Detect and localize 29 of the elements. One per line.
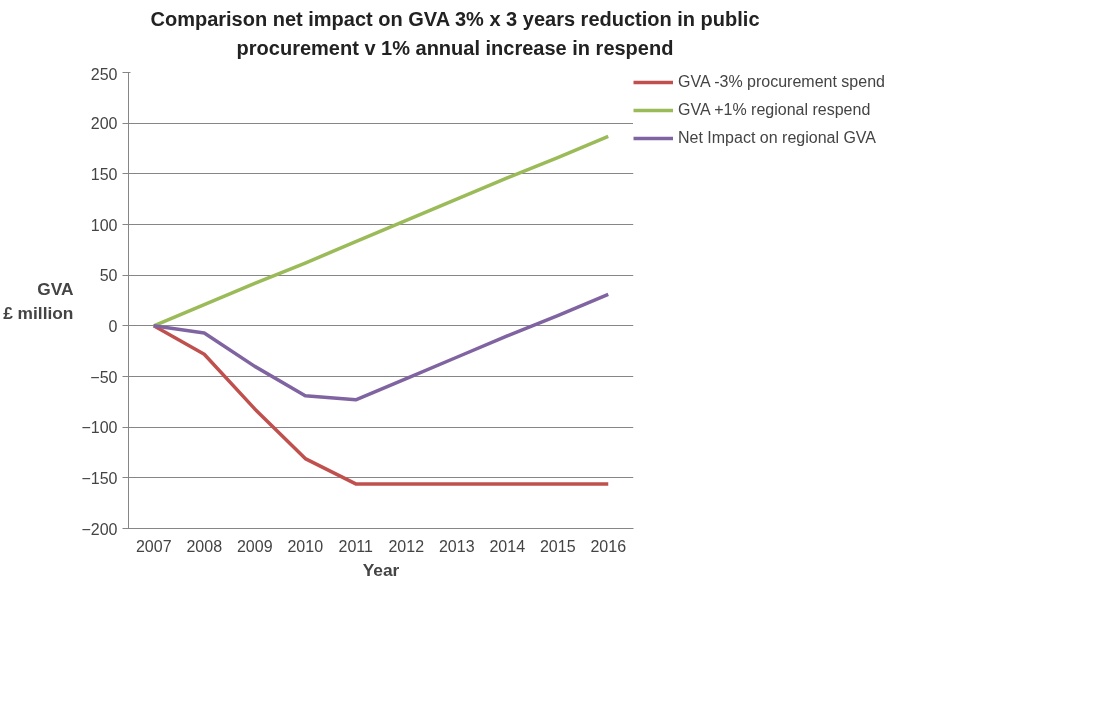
y-tick-label: 50 xyxy=(99,267,118,285)
x-tick-label: 2011 xyxy=(338,537,374,555)
y-tick-label: 0 xyxy=(108,317,118,335)
legend-label: GVA -3% procurement spend xyxy=(678,73,885,92)
legend-label: GVA +1% regional respend xyxy=(678,101,871,120)
y-tick-label: −150 xyxy=(81,469,118,487)
x-tick-label: 2007 xyxy=(135,537,172,555)
chart-title: Comparison net impact on GVA 3% x 3 years reduction in public procurement v 1% annual increase in respend xyxy=(150,7,760,61)
x-tick-label: 2009 xyxy=(236,537,273,555)
y-tick-label: 200 xyxy=(90,115,118,133)
line-series xyxy=(152,324,610,486)
y-tick-label: 250 xyxy=(90,65,118,83)
x-tick-label: 2015 xyxy=(539,537,576,555)
line-series xyxy=(152,134,610,328)
x-tick-label: 2016 xyxy=(590,537,627,555)
legend-label: Net Impact on regional GVA xyxy=(678,129,877,148)
x-tick-label: 2010 xyxy=(287,537,324,555)
y-tick-label: −100 xyxy=(81,419,118,437)
x-axis-title: Year xyxy=(362,559,400,580)
y-tick-label: 150 xyxy=(90,165,118,183)
x-tick-label: 2012 xyxy=(388,537,425,555)
line-series xyxy=(152,292,610,402)
x-tick-label: 2008 xyxy=(186,537,223,555)
x-tick-label: 2014 xyxy=(489,537,526,555)
x-tick-label: 2013 xyxy=(438,537,475,555)
y-tick-label: 100 xyxy=(90,216,118,234)
y-tick-label: −200 xyxy=(81,520,118,538)
y-tick-label: −50 xyxy=(90,368,118,386)
y-axis-title: GVA £ million xyxy=(3,278,74,323)
